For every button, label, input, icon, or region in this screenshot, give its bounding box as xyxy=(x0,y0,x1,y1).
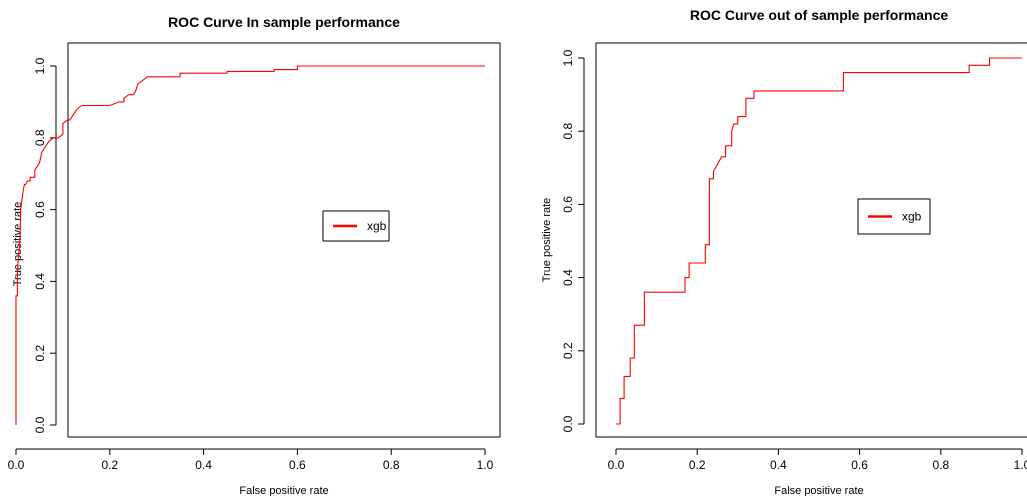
y-tick-label: 0.2 xyxy=(33,345,47,362)
series-line-xgb xyxy=(15,65,485,425)
y-tick-label: 0.8 xyxy=(33,129,47,146)
y-tick-label: 0.4 xyxy=(561,269,575,286)
y-axis-label: True positive rate xyxy=(541,198,553,283)
roc-chart-out-of-sample: ROC Curve out of sample performance Fals… xyxy=(514,0,1027,496)
series-line-xgb xyxy=(616,57,1022,425)
y-tick-label: 0.6 xyxy=(33,201,47,218)
x-tick-label: 0.6 xyxy=(851,458,868,472)
y-tick-label: 1.0 xyxy=(33,57,47,74)
x-tick-label: 0.4 xyxy=(195,458,212,472)
y-tick-label: 0.0 xyxy=(33,416,47,433)
y-tick-label: 0.4 xyxy=(33,273,47,290)
legend: xgb xyxy=(857,198,931,235)
legend: xgb xyxy=(322,210,390,242)
y-tick-label: 0.0 xyxy=(561,415,575,432)
x-tick-label: 1.0 xyxy=(477,458,494,472)
x-axis-label: False positive rate xyxy=(239,485,328,496)
roc-chart-in-sample-svg: ROC Curve In sample performance False po… xyxy=(8,14,501,496)
x-tick-label: 0.8 xyxy=(383,458,400,472)
y-tick-label: 0.8 xyxy=(561,123,575,140)
x-tick-label: 1.0 xyxy=(1014,458,1027,472)
x-tick-label: 0.0 xyxy=(8,458,25,472)
y-tick-label: 0.6 xyxy=(561,196,575,213)
roc-chart-in-sample: ROC Curve In sample performance False po… xyxy=(8,14,501,496)
plot-frame xyxy=(595,42,1027,438)
y-tick-label: 1.0 xyxy=(561,49,575,66)
x-tick-label: 0.2 xyxy=(101,458,118,472)
x-tick-label: 0.0 xyxy=(608,458,625,472)
chart-title: ROC Curve out of sample performance xyxy=(690,7,948,23)
x-tick-label: 0.8 xyxy=(932,458,949,472)
roc-chart-out-of-sample-svg: ROC Curve out of sample performance Fals… xyxy=(541,7,1027,496)
legend-label: xgb xyxy=(902,210,922,224)
chart-title: ROC Curve In sample performance xyxy=(168,14,400,30)
legend-label: xgb xyxy=(367,219,387,233)
x-tick-label: 0.4 xyxy=(770,458,787,472)
x-tick-label: 0.6 xyxy=(289,458,306,472)
plot-frame xyxy=(67,42,501,438)
y-tick-label: 0.2 xyxy=(561,342,575,359)
x-axis-label: False positive rate xyxy=(774,485,863,496)
x-tick-label: 0.2 xyxy=(689,458,706,472)
y-axis-label: True positive rate xyxy=(12,202,24,287)
